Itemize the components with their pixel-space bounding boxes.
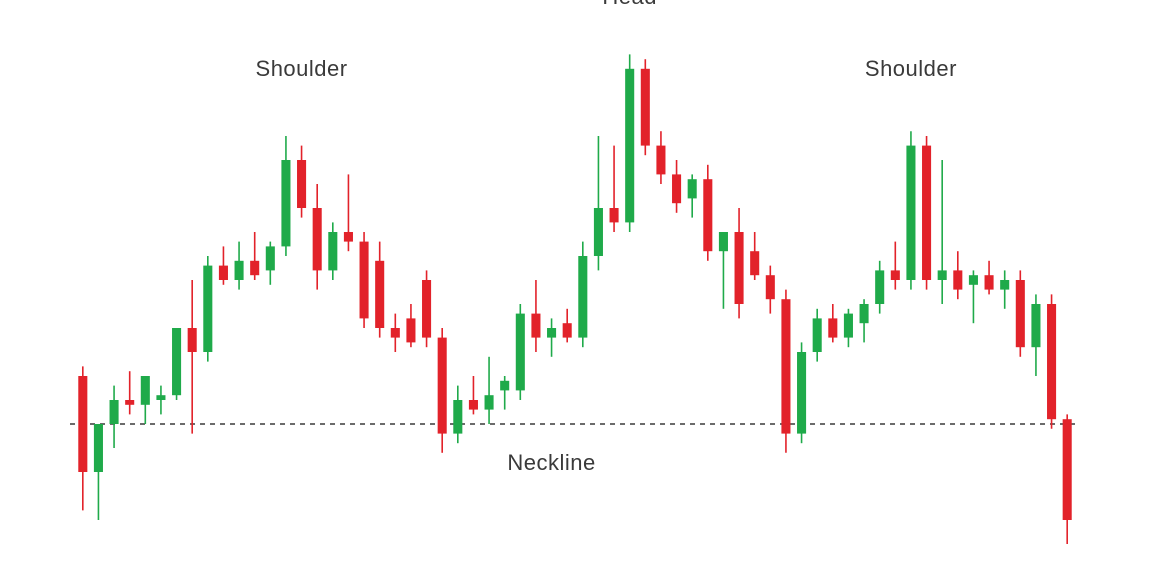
candlestick-chart: Shoulder Head Shoulder Neckline: [0, 0, 1150, 576]
candle-body: [1031, 304, 1040, 347]
candle-body: [391, 328, 400, 338]
candle-body: [297, 160, 306, 208]
candle-body: [1000, 280, 1009, 290]
candle-body: [469, 400, 478, 410]
candle-body: [281, 160, 290, 246]
candle-body: [985, 275, 994, 289]
candle-body: [344, 232, 353, 242]
candle-body: [719, 232, 728, 251]
candle-body: [485, 395, 494, 409]
candle-body: [172, 328, 181, 395]
candle-body: [250, 261, 259, 275]
candle-body: [813, 318, 822, 352]
candle-body: [1016, 280, 1025, 347]
candle-body: [875, 270, 884, 304]
candle-body: [422, 280, 431, 338]
candle-body: [688, 179, 697, 198]
candle-body: [656, 146, 665, 175]
annotation-head: Head: [602, 0, 657, 10]
candle-body: [625, 69, 634, 223]
annotation-label: Neckline: [507, 450, 595, 475]
candle-body: [266, 246, 275, 270]
candle-body: [1063, 419, 1072, 520]
candle-body: [860, 304, 869, 323]
candle-body: [563, 323, 572, 337]
candle-body: [313, 208, 322, 270]
candle-body: [203, 266, 212, 352]
candle-body: [516, 314, 525, 391]
candle-body: [891, 270, 900, 280]
candle-body: [235, 261, 244, 280]
annotation-label: Head: [602, 0, 657, 9]
candle-body: [375, 261, 384, 328]
candle-body: [328, 232, 337, 270]
candle-body: [438, 338, 447, 434]
candle-body: [844, 314, 853, 338]
candle-body: [906, 146, 915, 280]
candle-body: [547, 328, 556, 338]
candle-body: [828, 318, 837, 337]
candle-body: [78, 376, 87, 472]
candle-body: [672, 174, 681, 203]
chart-svg: [0, 0, 1150, 576]
candle-body: [110, 400, 119, 424]
candle-body: [750, 251, 759, 275]
candle-body: [641, 69, 650, 146]
candle-body: [938, 270, 947, 280]
candle-body: [594, 208, 603, 256]
candle-body: [125, 400, 134, 405]
candle-body: [1047, 304, 1056, 419]
candle-body: [94, 424, 103, 472]
candle-body: [610, 208, 619, 222]
candle-body: [360, 242, 369, 319]
candle-body: [141, 376, 150, 405]
annotation-neckline: Neckline: [507, 450, 595, 476]
candle-body: [735, 232, 744, 304]
candle-body: [797, 352, 806, 434]
candle-body: [406, 318, 415, 342]
annotation-shoulder-right: Shoulder: [865, 56, 957, 82]
annotation-label: Shoulder: [256, 56, 348, 81]
candle-body: [969, 275, 978, 285]
candle-body: [781, 299, 790, 433]
candle-body: [188, 328, 197, 352]
candle-body: [766, 275, 775, 299]
candle-body: [703, 179, 712, 251]
candle-body: [453, 400, 462, 434]
candle-body: [922, 146, 931, 280]
candle-body: [219, 266, 228, 280]
annotation-label: Shoulder: [865, 56, 957, 81]
candle-body: [578, 256, 587, 338]
candle-body: [531, 314, 540, 338]
candle-body: [156, 395, 165, 400]
candle-body: [500, 381, 509, 391]
candle-body: [953, 270, 962, 289]
annotation-shoulder-left: Shoulder: [256, 56, 348, 82]
